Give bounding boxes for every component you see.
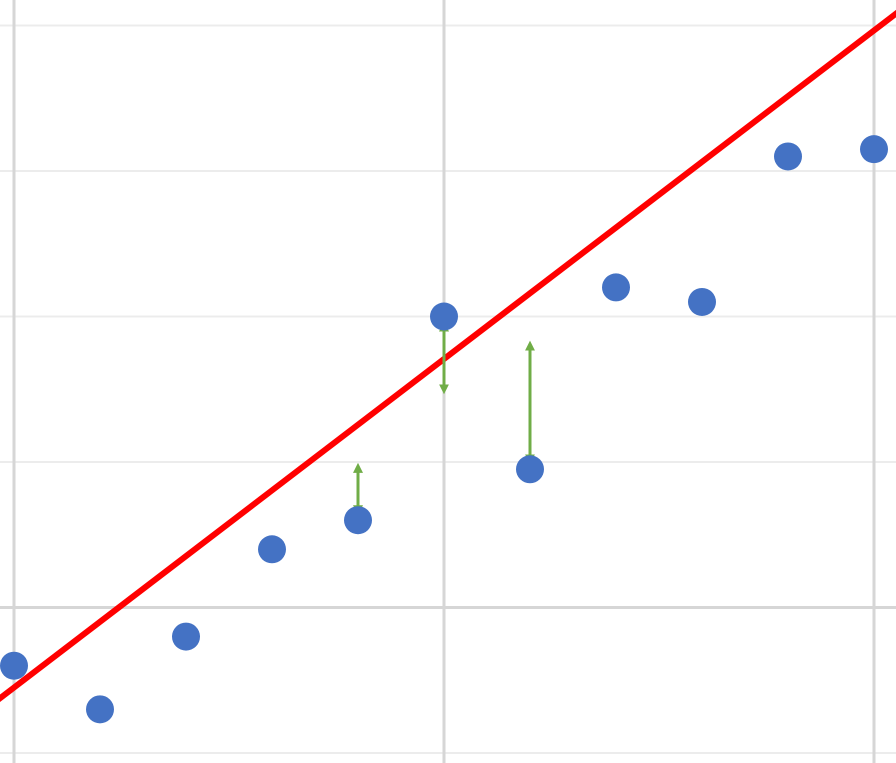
residual-arrows xyxy=(353,321,535,516)
trend-line-layer xyxy=(0,9,896,702)
trend-line xyxy=(0,9,896,702)
data-point xyxy=(86,695,114,724)
data-point xyxy=(258,535,286,564)
data-point xyxy=(172,622,200,651)
data-point xyxy=(774,142,802,171)
data-point xyxy=(516,455,544,484)
data-point xyxy=(602,273,630,302)
data-points xyxy=(0,135,888,724)
data-point xyxy=(688,287,716,316)
data-point xyxy=(860,135,888,164)
data-point xyxy=(0,651,28,680)
data-point xyxy=(430,302,458,331)
data-point xyxy=(344,506,372,535)
